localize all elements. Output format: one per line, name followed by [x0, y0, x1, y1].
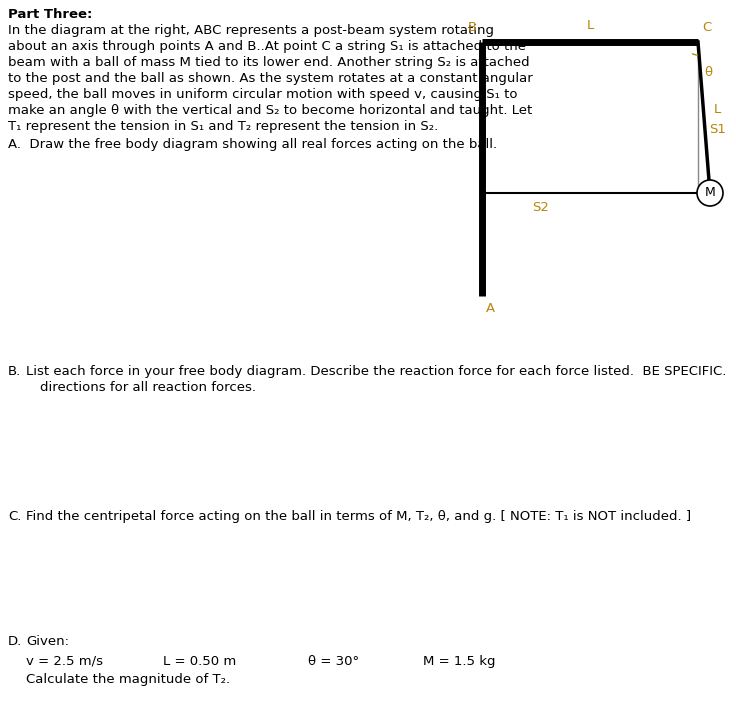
Text: A: A	[486, 302, 495, 315]
Text: L: L	[714, 103, 721, 116]
Text: θ: θ	[704, 66, 712, 79]
Text: A.  Draw the free body diagram showing all real forces acting on the ball.: A. Draw the free body diagram showing al…	[8, 138, 497, 151]
Text: C.: C.	[8, 510, 21, 523]
Text: B.: B.	[8, 365, 21, 378]
Text: θ = 30°: θ = 30°	[308, 655, 359, 668]
Text: Part Three:: Part Three:	[8, 8, 93, 21]
Text: beam with a ball of mass M tied to its lower end. Another string S₂ is attached: beam with a ball of mass M tied to its l…	[8, 56, 530, 69]
Text: to the post and the ball as shown. As the system rotates at a constant angular: to the post and the ball as shown. As th…	[8, 72, 533, 85]
Text: L: L	[587, 19, 594, 32]
Text: C: C	[702, 21, 711, 34]
Text: List each force in your free body diagram. Describe the reaction force for each : List each force in your free body diagra…	[26, 365, 736, 378]
Text: Find the centripetal force acting on the ball in terms of M, T₂, θ, and g. [ NOT: Find the centripetal force acting on the…	[26, 510, 691, 523]
Text: B: B	[468, 21, 477, 34]
Text: In the diagram at the right, ABC represents a post-beam system rotating: In the diagram at the right, ABC represe…	[8, 24, 494, 37]
Text: M = 1.5 kg: M = 1.5 kg	[423, 655, 495, 668]
Circle shape	[697, 180, 723, 206]
Text: v = 2.5 m/s: v = 2.5 m/s	[26, 655, 103, 668]
Text: directions for all reaction forces.: directions for all reaction forces.	[40, 381, 256, 394]
Text: about an axis through points A and B..At point C a string S₁ is attached to the: about an axis through points A and B..At…	[8, 40, 526, 53]
Text: L = 0.50 m: L = 0.50 m	[163, 655, 236, 668]
Text: M: M	[704, 186, 715, 199]
Text: D.: D.	[8, 635, 22, 648]
Text: speed, the ball moves in uniform circular motion with speed v, causing S₁ to: speed, the ball moves in uniform circula…	[8, 88, 517, 101]
Text: make an angle θ with the vertical and S₂ to become horizontal and taught. Let: make an angle θ with the vertical and S₂…	[8, 104, 532, 117]
Text: Calculate the magnitude of T₂.: Calculate the magnitude of T₂.	[26, 673, 230, 686]
Text: S1: S1	[709, 123, 726, 136]
Text: S2: S2	[532, 201, 549, 214]
Text: T₁ represent the tension in S₁ and T₂ represent the tension in S₂.: T₁ represent the tension in S₁ and T₂ re…	[8, 120, 438, 133]
Text: Given:: Given:	[26, 635, 69, 648]
